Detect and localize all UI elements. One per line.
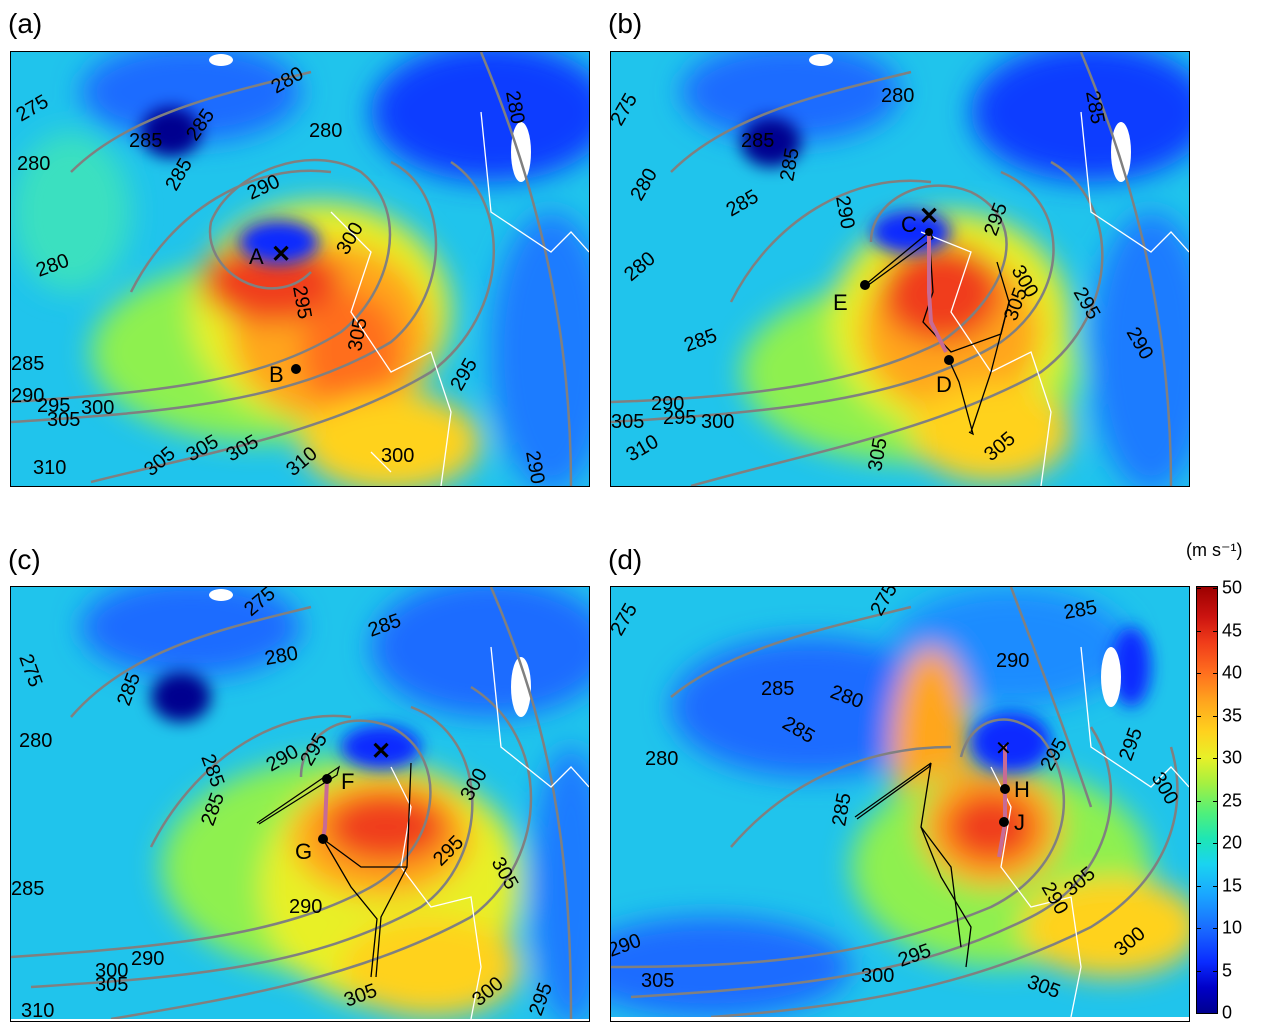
marker-label: D	[936, 372, 952, 397]
colorbar-tick-label: 50	[1222, 577, 1243, 598]
colorbar-tick-label: 20	[1222, 832, 1243, 853]
contour-label: 295	[37, 395, 70, 417]
contour-label: 285	[11, 353, 44, 375]
colorbar-tick-mark	[1213, 800, 1218, 802]
point-marker	[291, 364, 301, 374]
contour-label: 300	[701, 411, 734, 433]
colorbar-tick-mark	[1213, 630, 1218, 632]
contour-label: 285	[741, 130, 774, 152]
panel-label-d: (d)	[608, 544, 643, 575]
contour-label: 305	[95, 974, 128, 996]
contour-label: 300	[95, 960, 128, 982]
contour-label: 280	[19, 730, 52, 752]
point-marker	[318, 834, 328, 844]
cross-icon: ✕	[271, 241, 291, 268]
contour-label: 305	[611, 411, 644, 433]
colorbar-tick-mark	[1196, 843, 1201, 844]
colorbar	[1196, 586, 1218, 1014]
colorbar-tick-label: 0	[1222, 1002, 1233, 1023]
colorbar-tick-mark	[1196, 970, 1201, 972]
marker-label: F	[341, 769, 354, 794]
contour-label: 290	[651, 393, 684, 415]
colorbar-tick-mark	[1196, 630, 1201, 632]
marker-label: G	[295, 839, 312, 864]
map-panel-d: 275 280 285 285 290 295 285 300 305 290 …	[610, 586, 1190, 1022]
contour-label: 310	[33, 457, 66, 479]
contour-label: 310	[21, 1000, 54, 1019]
contour-label: 285	[761, 678, 794, 700]
panel-label-b: (b)	[608, 8, 643, 39]
marker-label: E	[833, 290, 848, 315]
contour-label: 295	[663, 407, 696, 429]
colorbar-tick-mark	[1196, 715, 1201, 717]
colorbar-tick-label: 45	[1222, 620, 1243, 640]
panel-label-a: (a)	[8, 8, 43, 39]
contour-label: 290	[11, 385, 44, 407]
point-marker	[944, 355, 954, 365]
colorbar-tick-mark	[1196, 588, 1201, 589]
cross-icon: ✕	[919, 203, 939, 230]
colorbar-tick-mark	[1196, 928, 1201, 929]
colorbar-tick-mark	[1213, 758, 1218, 759]
contour-label: 280	[17, 153, 50, 175]
marker-label: H	[1014, 777, 1030, 802]
map-panel-c: 275 280 285 285 285 290 295 300 305 295 …	[10, 586, 590, 1022]
contour-label: 280	[881, 85, 914, 107]
point-marker	[322, 774, 332, 784]
panel-label-c: (c)	[8, 544, 41, 575]
map-panel-b: 275 285 280 285 285 290 295 300 305 295 …	[610, 51, 1190, 487]
colorbar-tick-mark	[1196, 885, 1201, 887]
colorbar-tick-mark	[1196, 1013, 1201, 1014]
marker-label: J	[1014, 810, 1025, 835]
contour-label: 285	[11, 878, 44, 900]
contour-label: 300	[381, 445, 414, 467]
cross-icon: ✕	[371, 738, 391, 765]
marker-label: C	[901, 212, 917, 237]
colorbar-tick-label: 25	[1222, 790, 1243, 810]
colorbar-tick-mark	[1213, 673, 1218, 674]
map-panel-a: 275 280 285 285 285 280 280 290 295 300 …	[10, 51, 590, 487]
point-marker	[999, 817, 1009, 827]
contour-label: 290	[131, 948, 164, 970]
marker-label: A	[249, 244, 264, 269]
colorbar-tick-mark	[1213, 885, 1218, 887]
contour-label: 300	[861, 965, 894, 987]
colorbar-tick-label: 30	[1222, 747, 1243, 768]
colorbar-tick-mark	[1213, 843, 1218, 844]
colorbar-tick-mark	[1196, 673, 1201, 674]
colorbar-unit: (m s⁻¹)	[1186, 540, 1243, 560]
colorbar-tick-mark	[1213, 928, 1218, 929]
marker-label: B	[269, 362, 284, 387]
colorbar-tick-label: 15	[1222, 875, 1243, 895]
contour-label: 290	[289, 896, 322, 918]
colorbar-tick-label: 10	[1222, 917, 1243, 938]
contour-label: 290	[996, 650, 1029, 672]
colorbar-tick-label: 5	[1222, 960, 1233, 980]
colorbar-tick-mark	[1196, 800, 1201, 802]
cross-icon: ✕	[995, 738, 1012, 760]
point-marker	[860, 280, 870, 290]
contour-label: 285	[129, 130, 162, 152]
point-marker	[925, 228, 933, 236]
point-marker	[1000, 784, 1010, 794]
colorbar-tick-mark	[1196, 758, 1201, 759]
colorbar-tick-label: 40	[1222, 662, 1243, 683]
colorbar-tick-label: 35	[1222, 705, 1243, 725]
colorbar-tick-mark	[1213, 970, 1218, 972]
colorbar-tick-mark	[1213, 588, 1218, 589]
contour-label: 280	[645, 748, 678, 770]
colorbar-tick-mark	[1213, 715, 1218, 717]
contour-label: 305	[641, 970, 674, 992]
contour-label: 305	[47, 409, 80, 431]
contour-label: 300	[81, 397, 114, 419]
colorbar-tick-mark	[1213, 1013, 1218, 1014]
contour-label: 280	[309, 120, 342, 142]
